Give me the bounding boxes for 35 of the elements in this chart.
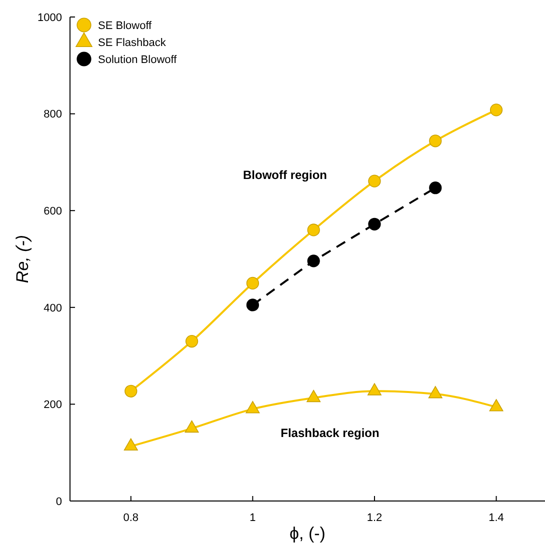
annotation: Blowoff region xyxy=(243,168,327,182)
point xyxy=(306,390,321,402)
point xyxy=(368,174,381,188)
y-axis-title: Re, (-) xyxy=(13,234,32,284)
point xyxy=(368,218,381,230)
y-tick-label: 400 xyxy=(44,302,62,314)
annotation: Flashback region xyxy=(280,426,380,440)
point xyxy=(246,298,260,312)
legend-label: SE Flashback xyxy=(98,36,166,49)
point xyxy=(246,401,260,414)
point xyxy=(124,438,138,451)
point xyxy=(489,399,504,412)
x-tick-label: 1.4 xyxy=(488,512,504,524)
point xyxy=(185,334,198,348)
point xyxy=(429,182,442,194)
point xyxy=(246,276,260,290)
x-tick-label: 1 xyxy=(250,512,256,524)
x-axis-title: ϕ, (-) xyxy=(290,524,326,543)
point xyxy=(428,386,442,398)
y-tick-label: 200 xyxy=(44,399,62,412)
point xyxy=(307,254,320,268)
y-tick-label: 800 xyxy=(44,108,62,121)
point xyxy=(124,384,138,398)
point xyxy=(184,420,199,433)
legend-label: Solution Blowoff xyxy=(98,54,178,66)
point xyxy=(368,383,382,396)
y-tick-label: 0 xyxy=(56,496,62,508)
x-tick-label: 0.8 xyxy=(123,512,139,524)
y-tick-label: 1000 xyxy=(38,12,62,24)
legend-label: SE Blowoff xyxy=(98,20,153,32)
point xyxy=(429,134,442,148)
point xyxy=(307,224,320,236)
point xyxy=(490,104,503,116)
x-tick-label: 1.2 xyxy=(366,512,382,524)
y-tick-label: 600 xyxy=(44,205,62,218)
